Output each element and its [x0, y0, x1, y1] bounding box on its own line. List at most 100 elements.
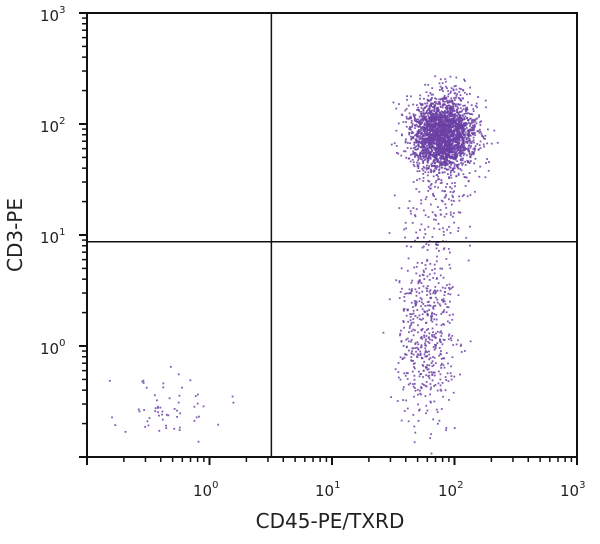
data-point — [435, 174, 438, 176]
data-point — [445, 163, 448, 166]
data-point — [443, 94, 446, 97]
data-point — [436, 145, 438, 147]
data-point — [442, 357, 445, 360]
data-point — [431, 320, 434, 323]
data-point — [468, 121, 470, 124]
data-point — [428, 109, 431, 112]
data-point — [410, 323, 413, 326]
data-point — [426, 174, 429, 177]
data-point — [232, 401, 235, 404]
data-point — [446, 107, 448, 110]
data-point — [430, 313, 433, 316]
data-point — [445, 379, 448, 381]
data-point — [426, 314, 429, 317]
data-point — [435, 408, 438, 411]
data-point — [433, 169, 436, 172]
data-point — [157, 405, 159, 408]
data-point — [440, 145, 442, 147]
data-point — [462, 130, 465, 133]
data-point — [421, 103, 424, 106]
data-point — [454, 103, 457, 106]
data-point — [439, 289, 442, 292]
data-point — [426, 301, 429, 303]
data-point — [445, 147, 448, 150]
data-point — [447, 173, 449, 176]
data-point — [440, 141, 443, 144]
data-point — [434, 156, 437, 159]
data-point — [440, 128, 443, 130]
data-point — [437, 382, 440, 385]
data-point — [432, 127, 435, 129]
data-point — [438, 178, 441, 181]
data-point — [430, 183, 433, 185]
data-point — [471, 151, 474, 153]
data-point — [452, 344, 455, 346]
data-point — [469, 155, 471, 158]
data-point — [426, 249, 429, 251]
data-point — [418, 375, 421, 378]
data-point — [450, 187, 453, 190]
data-point — [435, 165, 437, 168]
data-point — [436, 110, 439, 112]
data-point — [400, 340, 403, 342]
data-point — [457, 142, 460, 144]
data-point — [447, 140, 450, 143]
data-point — [445, 160, 448, 162]
data-point — [426, 355, 429, 357]
data-point — [430, 371, 433, 374]
data-point — [467, 131, 470, 134]
data-point — [459, 168, 462, 170]
data-point — [478, 128, 481, 131]
data-point — [428, 308, 431, 311]
data-point — [431, 311, 434, 314]
data-point — [439, 116, 441, 119]
data-point — [443, 98, 446, 100]
data-point — [434, 185, 436, 188]
data-point — [443, 103, 446, 106]
data-point — [423, 353, 426, 356]
data-point — [417, 109, 420, 112]
data-point — [432, 122, 435, 125]
data-point — [467, 160, 470, 163]
data-point — [427, 135, 430, 138]
data-point — [417, 403, 420, 406]
data-point — [447, 137, 450, 140]
data-point — [415, 208, 418, 211]
data-point — [474, 120, 477, 123]
data-point — [179, 412, 182, 415]
data-point — [422, 120, 425, 122]
data-point — [433, 195, 435, 198]
data-point — [428, 105, 431, 108]
data-point — [456, 111, 459, 114]
data-point — [447, 334, 450, 337]
data-point — [412, 147, 415, 149]
data-point — [414, 342, 417, 344]
data-point — [426, 310, 429, 312]
data-point — [428, 144, 431, 147]
data-point — [469, 225, 471, 228]
data-point — [410, 340, 412, 343]
data-point — [415, 188, 418, 190]
data-point — [462, 173, 465, 176]
data-point — [425, 125, 428, 127]
data-point — [422, 369, 425, 372]
data-point — [446, 228, 449, 231]
data-point — [407, 257, 410, 260]
data-point — [453, 427, 456, 430]
data-point — [443, 151, 446, 153]
data-point — [430, 110, 433, 113]
data-point — [437, 146, 440, 149]
data-point — [437, 125, 440, 128]
data-point — [420, 146, 423, 148]
data-point — [454, 148, 457, 151]
data-point — [473, 126, 476, 129]
data-point — [422, 109, 425, 112]
data-point — [417, 159, 419, 162]
data-point — [439, 338, 441, 341]
data-point — [443, 113, 446, 116]
data-point — [450, 203, 453, 206]
data-point — [420, 305, 423, 308]
data-point — [487, 169, 490, 172]
data-point — [455, 153, 458, 156]
data-point — [433, 374, 436, 377]
